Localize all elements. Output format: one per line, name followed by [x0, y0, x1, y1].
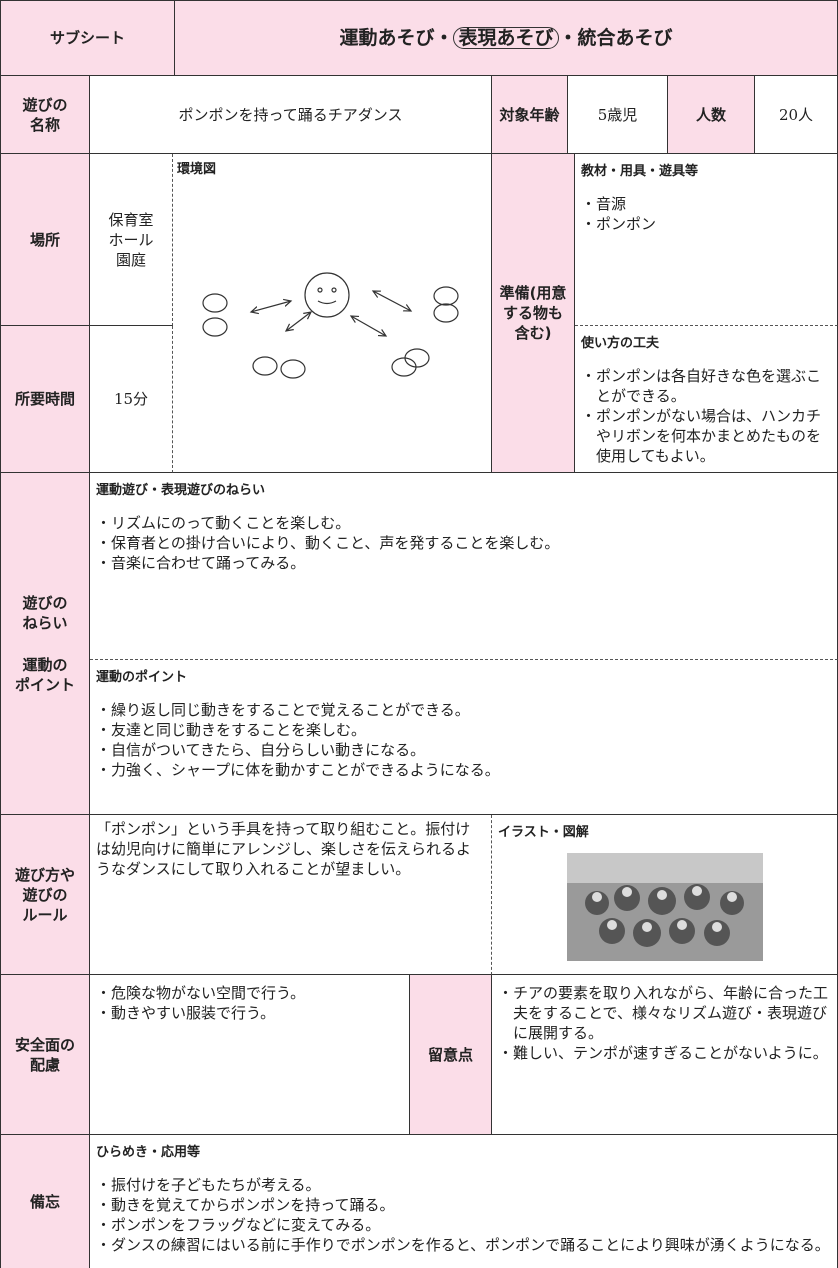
label: 所要時間 — [14, 390, 75, 408]
label: 遊びの — [22, 593, 68, 612]
cell: 使い方の工夫・ポンポンは各自好きな色を選ぶことができる。 ・ポンポンがない場合は、… — [575, 326, 838, 473]
item: ・リズムにのって動くことを楽しむ。 — [96, 514, 351, 532]
value: ポンポンを持って踊るチアダンス — [178, 105, 403, 124]
cell: 留意点 — [410, 975, 492, 1135]
heading: 運動遊び・表現遊びのねらい — [96, 483, 266, 498]
cell: 運動のポイント・繰り返し同じ動きをすることで覚えることができる。 ・友達と同じ動き… — [90, 660, 838, 815]
label: 運動の — [22, 655, 68, 674]
label: 対象年齢 — [499, 105, 560, 124]
item: ・振付けを子どもたちが考える。 — [96, 1176, 321, 1194]
title-part: 表現あそび — [453, 27, 559, 49]
item: ・力強く、シャープに体を動かすことができるようになる。 — [96, 761, 500, 779]
value: 保育室 — [108, 210, 154, 229]
item: ・保育者との掛け合いにより、動くこと、声を発することを楽しむ。 — [96, 534, 560, 552]
title-part: ・統合あそび — [558, 27, 673, 49]
cell: 15分 — [90, 326, 173, 473]
label: 人数 — [695, 105, 726, 124]
value: 20人 — [778, 105, 814, 124]
item: ・ポンポン — [581, 215, 657, 233]
cell: 備忘 — [0, 1135, 90, 1268]
cell: 人数 — [668, 76, 755, 154]
heading: ひらめき・応用等 — [96, 1145, 201, 1160]
heading: 教材・用具・遊具等 — [581, 164, 699, 179]
cell: 対象年齢 — [492, 76, 568, 154]
label: 留意点 — [427, 1045, 473, 1064]
cell: 保育室 ホール 園庭 — [90, 154, 173, 326]
sheet-label: サブシート — [49, 29, 125, 47]
label: 環境図 — [177, 162, 217, 177]
cell: 運動遊び・表現遊びのねらい・リズムにのって動くことを楽しむ。・保育者との掛け合い… — [90, 473, 838, 660]
label: 場所 — [29, 230, 60, 249]
cell: 所要時間 — [0, 326, 90, 473]
item: ・動きを覚えてからポンポンを持って踊る。 — [96, 1196, 395, 1214]
heading: 運動のポイント — [96, 670, 188, 685]
label: 安全面の — [14, 1035, 75, 1054]
cell: サブシート — [0, 0, 175, 76]
label: ポイント — [14, 675, 75, 694]
cell: ポンポンを持って踊るチアダンス — [90, 76, 492, 154]
paragraph: 「ポンポン」という手具を持って取り組むこと。振付けは幼児向けに簡単にアレンジし、… — [96, 820, 472, 878]
cell: ・危険な物がない空間で行う。 ・動きやすい服装で行う。 — [90, 975, 410, 1135]
environment-diagram — [202, 272, 459, 379]
cell: ひらめき・応用等・振付けを子どもたちが考える。・動きを覚えてからポンポンを持って… — [90, 1135, 838, 1268]
label: 遊びの — [22, 95, 68, 114]
cell: 準備(用意する物も含む) — [492, 154, 575, 473]
item: ・音源 — [581, 195, 627, 213]
item: ・自信がついてきたら、自分らしい動きになる。 — [96, 741, 426, 759]
item: ・ダンスの練習にはいる前に手作りでポンポンを作ると、ポンポンで踊ることにより興味… — [96, 1236, 830, 1254]
cell: 「ポンポン」という手具を持って取り組むこと。振付けは幼児向けに簡単にアレンジし、… — [90, 815, 492, 975]
item: ・ポンポンは各自好きな色を選ぶことができる。 — [581, 367, 822, 405]
cell: 場所 — [0, 154, 90, 326]
cell: 遊びの ねらい運動の ポイント — [0, 473, 90, 815]
label: 準備(用意 — [499, 284, 567, 302]
value: 園庭 — [115, 250, 146, 269]
label: 配慮 — [29, 1055, 60, 1074]
title-part: 運動あそび・ — [339, 27, 454, 49]
cell: 教材・用具・遊具等 ・音源・ポンポン — [575, 154, 838, 326]
label: ルール — [22, 905, 68, 924]
heading: 使い方の工夫 — [581, 336, 660, 351]
item: ・ポンポンをフラッグなどに変えてみる。 — [96, 1216, 381, 1234]
value: 5歳児 — [597, 105, 638, 124]
cell: 20人 — [755, 76, 838, 154]
label: ねらい — [22, 613, 68, 632]
item: ・チアの要素を取り入れながら、年齢に合った工夫をすることで、様々なリズム遊び・表… — [498, 984, 829, 1042]
item: ・動きやすい服装で行う。 — [96, 1004, 276, 1022]
cell: イラスト・図解 — [492, 815, 838, 975]
cell: 5歳児 — [568, 76, 668, 154]
item: ・危険な物がない空間で行う。 — [96, 984, 306, 1002]
label: 備忘 — [29, 1192, 60, 1211]
item: ・音楽に合わせて踊ってみる。 — [96, 554, 306, 572]
label: 含む) — [514, 324, 552, 342]
cell: ・チアの要素を取り入れながら、年齢に合った工夫をすることで、様々なリズム遊び・表… — [492, 975, 838, 1135]
title: 運動あそび・ 表現あそび ・統合あそび — [175, 0, 838, 76]
label: 名称 — [29, 115, 60, 134]
item: ・繰り返し同じ動きをすることで覚えることができる。 — [96, 701, 470, 719]
value: ホール — [108, 230, 154, 249]
label: する物も — [502, 304, 563, 322]
item: ・難しい、テンポが速すぎることがないように。 — [498, 1044, 828, 1062]
cell: 安全面の 配慮 — [0, 975, 90, 1135]
photo — [567, 853, 763, 961]
item: ・友達と同じ動きをすることを楽しむ。 — [96, 721, 367, 739]
cell: 環境図 — [173, 154, 492, 473]
label: 遊びの — [22, 885, 68, 904]
label: 遊び方や — [14, 865, 75, 884]
cell: 遊び方や 遊びの ルール — [0, 815, 90, 975]
item: ・ポンポンがない場合は、ハンカチやリボンを何本かまとめたものを使用してもよい。 — [581, 407, 822, 465]
heading: イラスト・図解 — [498, 825, 589, 840]
cell: 遊びの 名称 — [0, 76, 90, 154]
value: 15分 — [113, 390, 149, 408]
